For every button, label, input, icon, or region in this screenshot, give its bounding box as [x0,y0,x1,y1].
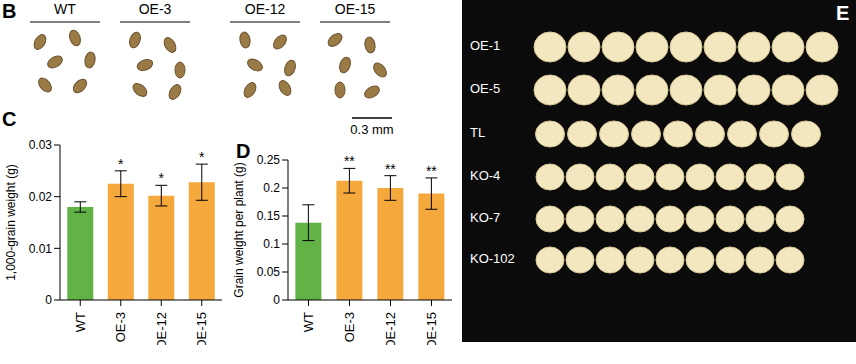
svg-text:0.1: 0.1 [263,237,280,251]
svg-text:0.3 mm: 0.3 mm [350,122,393,137]
svg-text:B: B [2,0,16,22]
svg-text:0.2: 0.2 [263,181,280,195]
svg-text:*: * [159,170,165,186]
svg-text:0.01: 0.01 [29,242,53,256]
svg-text:**: ** [426,163,437,179]
svg-text:OE-1: OE-1 [470,38,500,53]
svg-text:1,000-grain weight (g): 1,000-grain weight (g) [4,164,18,281]
svg-text:OE-15: OE-15 [194,312,209,345]
svg-text:E: E [836,2,849,24]
svg-text:WT: WT [301,312,316,332]
svg-text:OE-3: OE-3 [113,312,128,342]
svg-text:0: 0 [45,293,52,307]
svg-text:0.15: 0.15 [257,209,281,223]
svg-text:KO-7: KO-7 [470,210,500,225]
svg-text:0.25: 0.25 [257,153,281,167]
svg-text:*: * [118,156,124,172]
svg-text:TL: TL [470,125,485,140]
svg-text:WT: WT [54,1,76,17]
svg-text:KO-102: KO-102 [470,251,515,266]
svg-text:OE-3: OE-3 [139,1,172,17]
html-text:D: D [236,140,251,162]
svg-text:OE-15: OE-15 [424,312,439,345]
svg-text:OE-12: OE-12 [245,1,286,17]
svg-text:OE-15: OE-15 [335,1,376,17]
svg-text:OE-5: OE-5 [470,81,500,96]
html-text:C: C [2,108,17,130]
svg-text:*: * [199,149,205,165]
svg-text:OE-12: OE-12 [154,312,169,345]
svg-text:Grain weight per plant (g): Grain weight per plant (g) [232,162,246,297]
svg-text:**: ** [385,161,396,177]
svg-text:0: 0 [273,293,280,307]
svg-text:OE-12: OE-12 [383,312,398,345]
svg-text:0.03: 0.03 [29,138,53,152]
svg-text:0.05: 0.05 [257,265,281,279]
svg-text:0.02: 0.02 [29,190,53,204]
svg-text:WT: WT [73,312,88,332]
svg-text:OE-3: OE-3 [342,312,357,342]
svg-text:KO-4: KO-4 [470,168,500,183]
svg-text:**: ** [344,153,355,169]
